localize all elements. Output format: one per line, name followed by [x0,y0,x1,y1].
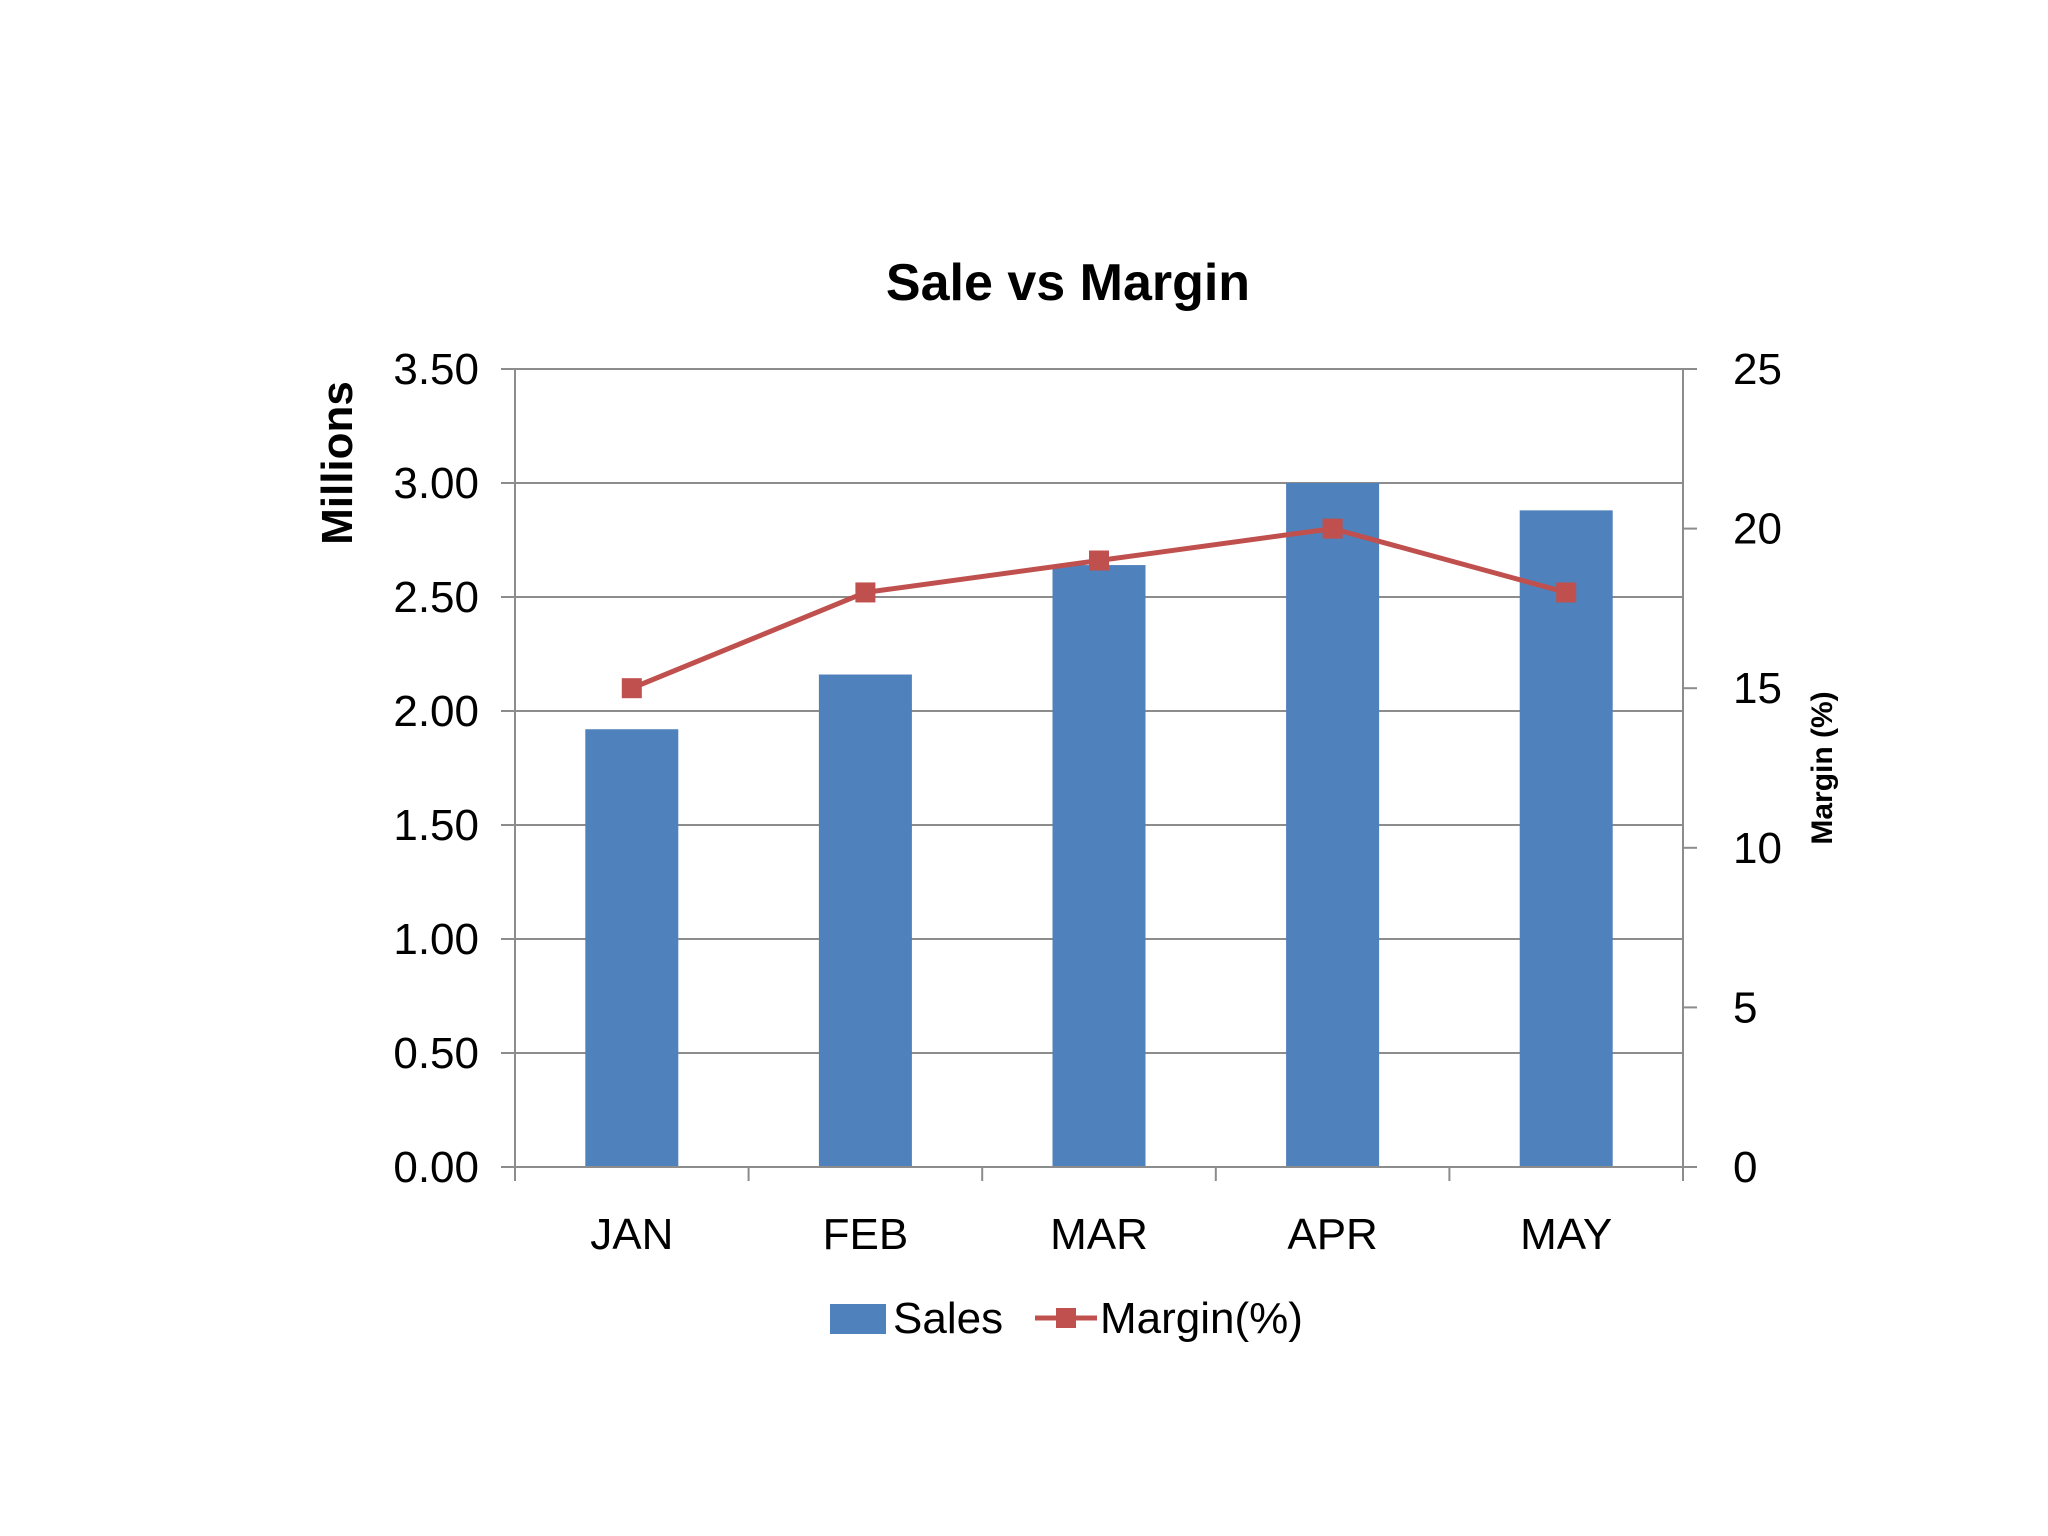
y2-tick-label: 0 [1733,1143,1757,1192]
y2-tick-label: 25 [1733,345,1782,394]
y-tick-label: 1.00 [393,915,479,964]
margin-line [621,518,1577,699]
y-tick-label: 3.00 [393,459,479,508]
sales-bars [585,483,1613,1167]
chart-title: Sale vs Margin [886,254,1250,312]
y-tick-label: 3.50 [393,345,479,394]
bar-apr [1286,483,1380,1167]
margin-marker-apr [1322,518,1343,539]
bar-mar [1052,565,1146,1167]
axes [501,368,1697,1181]
legend-margin-marker [1056,1308,1076,1328]
bar-feb [818,674,912,1167]
legend: Sales Margin(%) [830,1294,1303,1343]
legend-sales-swatch [830,1304,886,1334]
y-tick-label: 0.00 [393,1143,479,1192]
y-tick-label: 2.00 [393,687,479,736]
x-tick-label: FEB [823,1210,909,1259]
legend-sales-label: Sales [893,1294,1003,1343]
x-tick-label: MAR [1050,1210,1148,1259]
tick-labels: 0.00 0.50 1.00 1.50 2.00 2.50 3.00 3.50 0 5 10 15 20… [393,345,1782,1259]
y-tick-label: 0.50 [393,1029,479,1078]
y2-tick-label: 20 [1733,505,1782,554]
margin-marker-may [1556,582,1577,603]
y-tick-label: 1.50 [393,801,479,850]
y2-tick-label: 5 [1733,983,1757,1032]
margin-marker-feb [855,582,876,603]
y2-axis-title: Margin (%) [1806,691,1839,844]
margin-marker-mar [1089,550,1109,571]
y-axis-title: Millions [313,381,362,545]
margin-marker-jan [621,678,642,699]
legend-margin-label: Margin(%) [1100,1294,1303,1343]
x-tick-label: APR [1287,1210,1377,1259]
x-tick-label: JAN [590,1210,673,1259]
bar-may [1519,510,1613,1167]
bar-jan [585,729,679,1167]
x-tick-label: MAY [1520,1210,1612,1259]
y-tick-label: 2.50 [393,573,479,622]
y2-tick-label: 15 [1733,664,1782,713]
y2-tick-label: 10 [1733,824,1782,873]
